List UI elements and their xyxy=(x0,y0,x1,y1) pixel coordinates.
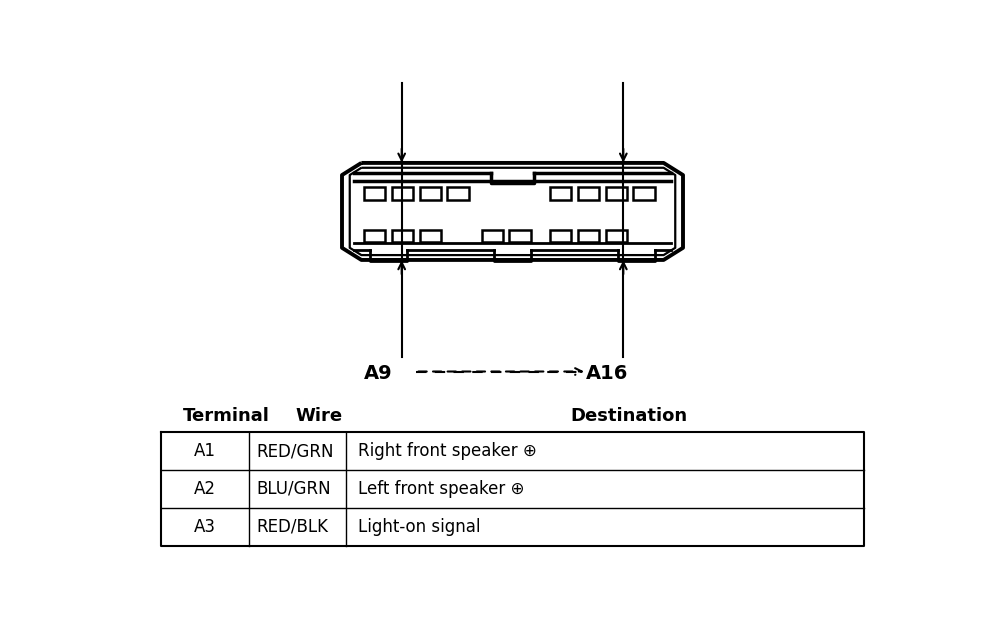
Bar xyxy=(633,187,655,200)
Text: A16: A16 xyxy=(586,364,629,384)
Bar xyxy=(578,230,599,243)
Bar xyxy=(606,187,627,200)
Text: A9: A9 xyxy=(364,364,392,384)
Bar xyxy=(550,187,571,200)
Bar xyxy=(578,187,599,200)
Bar xyxy=(364,187,385,200)
Text: RED/GRN: RED/GRN xyxy=(257,442,334,460)
Text: Right front speaker ⊕: Right front speaker ⊕ xyxy=(358,442,536,460)
Text: Light-on signal: Light-on signal xyxy=(358,518,480,536)
Text: A1: A1 xyxy=(194,442,216,460)
Text: Wire: Wire xyxy=(296,407,343,425)
Text: Left front speaker ⊕: Left front speaker ⊕ xyxy=(358,480,524,498)
Text: Destination: Destination xyxy=(571,407,688,425)
Bar xyxy=(482,230,503,243)
Text: A3: A3 xyxy=(194,518,216,536)
Bar xyxy=(392,187,413,200)
Bar xyxy=(509,230,531,243)
Text: RED/BLK: RED/BLK xyxy=(257,518,329,536)
Bar xyxy=(420,230,441,243)
Bar xyxy=(364,230,385,243)
Bar xyxy=(392,230,413,243)
Text: Terminal: Terminal xyxy=(183,407,270,425)
Bar xyxy=(420,187,441,200)
Bar xyxy=(447,187,469,200)
Bar xyxy=(606,230,627,243)
Text: A2: A2 xyxy=(194,480,216,498)
Bar xyxy=(550,230,571,243)
Text: BLU/GRN: BLU/GRN xyxy=(257,480,331,498)
